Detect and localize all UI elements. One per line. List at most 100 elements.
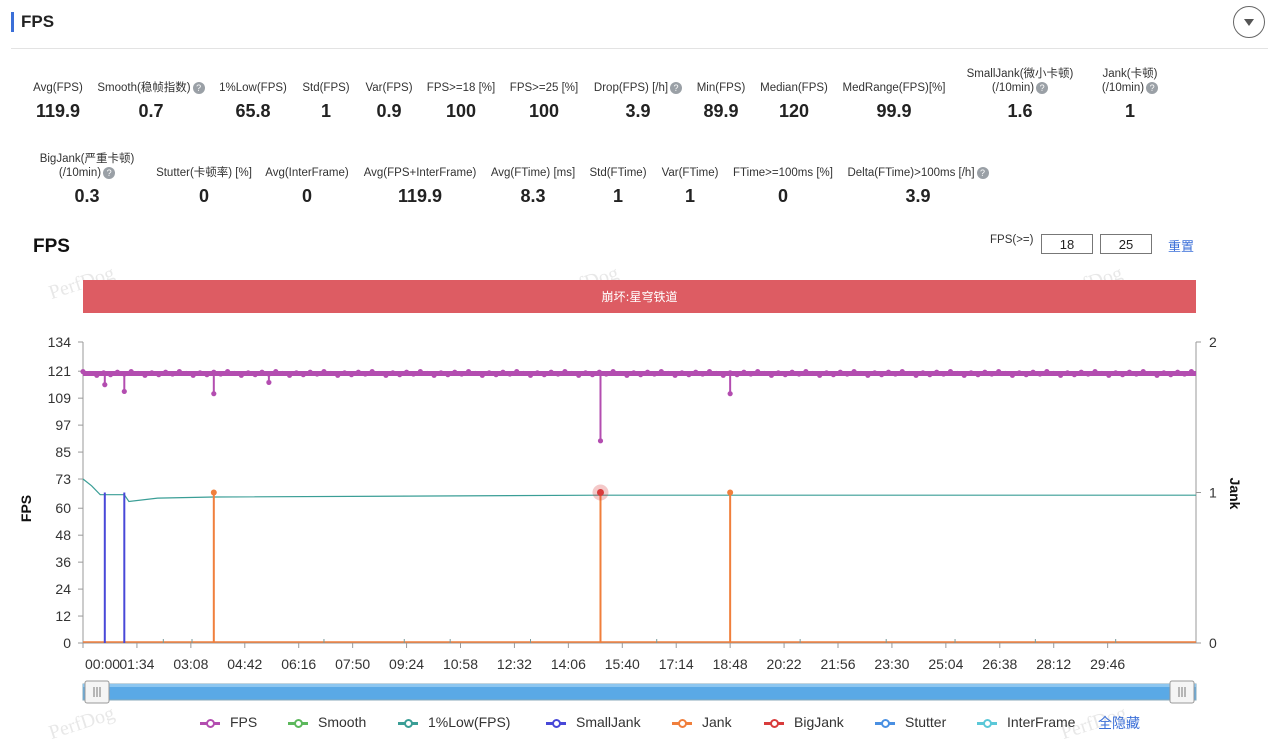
y-tick-label-right: 1 xyxy=(1209,485,1217,501)
fps-point xyxy=(417,369,423,375)
metric-card: FPS>=18 [%] 100 xyxy=(386,81,536,122)
help-icon[interactable]: ? xyxy=(976,166,989,179)
section-header: FPS xyxy=(0,0,1280,49)
fps-point xyxy=(961,372,967,378)
fps-point xyxy=(397,372,403,378)
fps-point xyxy=(245,370,251,376)
fps-point xyxy=(603,371,609,377)
y-tick-label: 134 xyxy=(48,334,72,350)
metric-label: BigJank(严重卡顿) xyxy=(39,153,135,165)
metric-label: MedRange(FPS)[%] xyxy=(842,82,946,94)
fps-point xyxy=(892,371,898,377)
fps-point xyxy=(438,370,444,376)
fps-point xyxy=(1147,370,1153,377)
y-tick-label: 73 xyxy=(55,471,71,487)
metric-card: Avg(FTime) [ms] 8.3 xyxy=(458,166,608,207)
fps-dip-point xyxy=(102,382,108,388)
help-icon[interactable]: ? xyxy=(103,166,116,179)
fps-point xyxy=(183,370,189,377)
metric-card: FPS>=25 [%] 100 xyxy=(469,81,619,122)
metric-label: Var(FPS) xyxy=(365,82,413,94)
fps-point xyxy=(521,370,527,377)
metric-value: 1 xyxy=(684,186,695,206)
fps-threshold-input-2[interactable] xyxy=(1100,234,1152,254)
fps-point xyxy=(679,370,685,376)
fps-point xyxy=(830,372,837,378)
metric-value: 3.9 xyxy=(905,186,931,206)
help-icon[interactable]: ? xyxy=(1146,81,1159,94)
fps-point xyxy=(741,369,747,375)
metric-card: BigJank(严重卡顿) (/10min)? 0.3 xyxy=(12,152,162,207)
y-tick-label: 24 xyxy=(55,581,71,597)
fps-point xyxy=(782,372,788,378)
fps-point xyxy=(314,371,320,377)
fps-point xyxy=(954,370,960,377)
legend-label: Stutter xyxy=(905,714,947,730)
fps-threshold-input-1[interactable] xyxy=(1041,234,1093,254)
fps-point xyxy=(293,370,300,376)
section-title: FPS xyxy=(21,12,55,31)
fps-dip-point xyxy=(727,391,733,397)
fps-point xyxy=(1168,372,1174,378)
fps-point xyxy=(224,369,231,375)
fps-point xyxy=(844,371,850,377)
metric-value: 65.8 xyxy=(235,101,271,121)
app-band xyxy=(83,280,1196,313)
fps-point xyxy=(1009,372,1016,378)
fps-point xyxy=(87,370,93,377)
fps-point xyxy=(355,369,361,375)
x-tick-label: 01:34 xyxy=(119,656,154,672)
fps-point xyxy=(1016,370,1022,376)
fps-point xyxy=(472,370,479,377)
fps-point xyxy=(913,372,919,378)
fps-dip-point xyxy=(597,438,604,444)
x-tick-label: 07:50 xyxy=(335,656,370,672)
fps-point xyxy=(610,369,616,375)
fps-point xyxy=(837,369,843,375)
metric-label: Jank(卡顿) xyxy=(1102,68,1158,80)
x-tick-label: 04:42 xyxy=(227,656,262,672)
fps-point xyxy=(1140,369,1146,375)
y-tick-label: 48 xyxy=(55,527,71,543)
fps-point xyxy=(858,370,864,377)
hide-all-button[interactable]: 全隐藏 xyxy=(1098,715,1140,731)
fps-point xyxy=(879,372,885,378)
chevron-down-icon xyxy=(1244,19,1254,26)
fps-point xyxy=(617,370,623,377)
legend-dot-icon xyxy=(206,719,215,728)
metric-label: Avg(FPS) xyxy=(33,82,83,94)
help-icon[interactable]: ? xyxy=(192,81,205,94)
fps-point xyxy=(328,370,334,377)
metric-value: 89.9 xyxy=(703,101,739,121)
fps-point xyxy=(1044,369,1050,375)
x-tick-label: 15:40 xyxy=(605,656,640,672)
y-tick-label: 36 xyxy=(55,554,71,570)
metric-value: 3.9 xyxy=(625,101,651,121)
fps-point xyxy=(307,369,313,375)
fps-point xyxy=(1154,372,1160,378)
fps-point xyxy=(1071,372,1077,378)
help-icon[interactable]: ? xyxy=(1036,81,1049,94)
x-tick-label: 12:32 xyxy=(497,656,532,672)
metric-value: 1 xyxy=(1124,101,1135,121)
reset-link[interactable]: 重置 xyxy=(1168,239,1195,254)
fps-point xyxy=(734,372,740,378)
fps-point xyxy=(252,372,258,378)
fps-point xyxy=(1175,369,1181,375)
metric-card: Jank(卡顿) (/10min)? 1 xyxy=(1055,67,1205,122)
metric-label: Median(FPS) xyxy=(760,82,828,94)
fps-point xyxy=(748,371,754,377)
header-accent-bar xyxy=(11,12,14,32)
fps-point xyxy=(1092,369,1098,375)
legend-dot-icon xyxy=(983,719,992,728)
collapse-button[interactable] xyxy=(1233,6,1265,38)
metric-card: Avg(FPS) 119.9 xyxy=(0,81,133,122)
help-icon[interactable]: ? xyxy=(670,81,683,94)
y-tick-label-right: 0 xyxy=(1209,635,1217,651)
y-tick-label-right: 2 xyxy=(1209,334,1217,350)
fps-point xyxy=(665,370,671,377)
fps-point xyxy=(686,372,692,378)
fps-point xyxy=(465,369,472,375)
metric-card: Var(FTime) 1 xyxy=(615,166,765,207)
x-tick-label: 17:14 xyxy=(659,656,694,672)
